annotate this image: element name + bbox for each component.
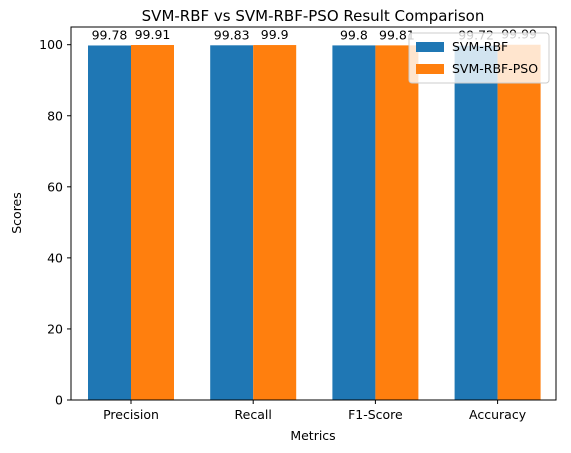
bar-svm-rbf-f1-score — [332, 45, 376, 400]
y-axis: 0 20 40 60 80 100 — [39, 37, 71, 408]
x-axis: Precision Recall F1-Score Accuracy — [103, 400, 527, 422]
legend-swatch-svm-rbf-pso — [416, 64, 444, 74]
chart-title: SVM-RBF vs SVM-RBF-PSO Result Comparison — [142, 7, 485, 25]
data-label-svm-rbf-precision: 99.78 — [92, 27, 128, 42]
y-tick-label-20: 20 — [47, 321, 63, 336]
legend-label-svm-rbf-pso: SVM-RBF-PSO — [452, 61, 538, 76]
bar-svm-rbf-pso-precision — [131, 45, 174, 400]
bar-svm-rbf-pso-recall — [253, 45, 297, 401]
y-axis-title: Scores — [9, 192, 24, 234]
data-label-svm-rbf-f1-score: 99.8 — [340, 27, 368, 42]
x-tick-label-accuracy: Accuracy — [469, 407, 527, 422]
bar-svm-rbf-recall — [210, 45, 254, 400]
bar-svm-rbf-precision — [88, 45, 131, 401]
legend-swatch-svm-rbf — [416, 42, 444, 52]
y-tick-label-40: 40 — [47, 250, 63, 265]
x-tick-label-precision: Precision — [103, 407, 159, 422]
y-tick-label-100: 100 — [39, 37, 63, 52]
y-tick-label-0: 0 — [55, 393, 63, 408]
x-tick-label-recall: Recall — [235, 407, 272, 422]
y-tick-label-80: 80 — [47, 108, 63, 123]
x-axis-title: Metrics — [290, 428, 335, 443]
legend-label-svm-rbf: SVM-RBF — [452, 39, 508, 54]
data-label-svm-rbf-pso-precision: 99.91 — [135, 27, 171, 42]
plot-frame — [70, 26, 557, 401]
y-tick-label-60: 60 — [47, 179, 63, 194]
data-label-svm-rbf-pso-f1-score: 99.81 — [379, 27, 415, 42]
bar-svm-rbf-pso-f1-score — [375, 45, 419, 400]
data-label-svm-rbf-pso-recall: 99.9 — [261, 27, 289, 42]
bar-svm-rbf-pso-accuracy — [497, 44, 541, 400]
legend: SVM-RBF SVM-RBF-PSO — [408, 32, 550, 84]
bars-layer — [88, 44, 541, 401]
x-tick-label-f1-score: F1-Score — [348, 407, 403, 422]
data-label-svm-rbf-recall: 99.83 — [214, 27, 250, 42]
bar-svm-rbf-accuracy — [454, 45, 498, 400]
